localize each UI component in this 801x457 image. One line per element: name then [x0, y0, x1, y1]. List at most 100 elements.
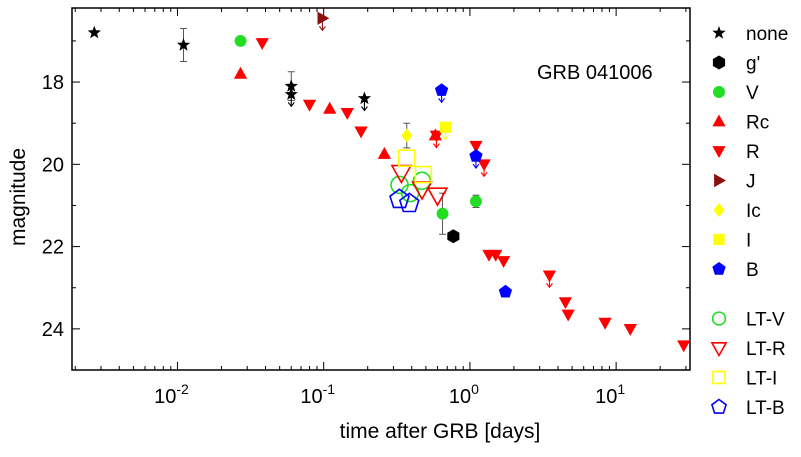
legend-label-lt-i: LT-I	[746, 369, 777, 390]
legend-marker-none	[712, 26, 726, 39]
data-point-lt-i	[414, 165, 433, 184]
legend-entry-r: R	[712, 142, 760, 163]
data-point-r	[354, 126, 368, 139]
data-point-g	[447, 229, 460, 244]
legend-label-g: g'	[746, 54, 760, 75]
data-point-r	[598, 317, 612, 330]
legend-entry-rc: Rc	[712, 113, 769, 134]
data-point-v	[470, 195, 482, 208]
legend-entry-lt-b: LT-B	[710, 398, 785, 419]
legend-label-j: J	[746, 172, 756, 193]
legend-label-v: V	[746, 83, 759, 104]
data-point-r	[429, 130, 444, 143]
legend-label-lt-v: LT-V	[746, 310, 785, 331]
data-point-lt-i	[397, 149, 416, 167]
upper-limit-arrowhead	[287, 102, 295, 108]
data-point-r	[497, 256, 511, 268]
data-point-ic	[401, 128, 413, 143]
data-point-v	[436, 207, 449, 220]
legend-marker-ic	[713, 203, 725, 217]
data-point-lt-v	[412, 171, 432, 191]
upper-limit-arrowhead	[438, 97, 446, 104]
legend-label-lt-b: LT-B	[746, 398, 785, 419]
data-point-lt-r	[390, 164, 413, 185]
data-point-b	[498, 284, 513, 298]
upper-limit-arrowhead	[472, 163, 480, 170]
data-point-v	[234, 34, 247, 47]
data-point-lt-r	[426, 187, 449, 207]
upper-limit-arrowhead	[441, 134, 449, 141]
data-point-r	[302, 99, 317, 112]
chart-title: GRB 041006	[537, 62, 653, 84]
data-point-r	[340, 108, 354, 120]
y-axis-label: magnitude	[7, 148, 30, 246]
legend-marker-rc	[712, 114, 726, 127]
upper-limit-arrowhead	[432, 143, 440, 149]
legend-entry-j: J	[714, 172, 756, 193]
data-point-r	[623, 324, 637, 336]
x-axis-label: time after GRB [days]	[340, 420, 541, 443]
legend-label-none: none	[746, 24, 788, 45]
data-point-r	[558, 297, 573, 310]
legend-entry-g: g'	[712, 54, 760, 75]
legend-marker-v	[713, 86, 725, 98]
legend: none g' V Rc RJ Ic IB LT-V LT-R LT-I LT-B	[710, 24, 788, 419]
legend-entry-lt-i: LT-I	[712, 369, 777, 390]
legend-marker-lt-v	[711, 311, 727, 326]
legend-label-r: R	[746, 142, 760, 163]
legend-marker-j	[714, 173, 726, 188]
legend-entry-none: none	[712, 24, 788, 45]
data-point-b	[434, 83, 449, 96]
legend-marker-i	[713, 233, 725, 246]
legend-marker-lt-r	[710, 341, 728, 358]
legend-entry-b: B	[712, 260, 759, 281]
legend-entry-lt-v: LT-V	[711, 310, 785, 331]
legend-entry-ic: Ic	[713, 201, 761, 222]
upper-limit-arrowhead	[480, 171, 488, 178]
data-point-r	[469, 140, 483, 153]
upper-limit-arrowhead	[546, 283, 553, 289]
data-point-lt-b	[389, 188, 410, 209]
legend-label-lt-r: LT-R	[746, 339, 786, 360]
x-tick-label: 10-1	[300, 381, 335, 408]
legend-marker-b	[712, 262, 726, 275]
data-point-none	[87, 25, 101, 39]
legend-marker-g	[712, 55, 726, 70]
legend-marker-lt-i	[712, 370, 726, 385]
x-tick-label: 10-2	[154, 381, 189, 408]
data-point-b	[469, 149, 483, 162]
y-tick-label: 20	[42, 154, 64, 176]
data-point-r	[477, 159, 491, 172]
legend-label-b: B	[746, 260, 759, 281]
upper-limit-arrowhead	[318, 25, 326, 32]
data-point-lt-b	[398, 192, 420, 213]
data-point-r	[561, 309, 575, 322]
data-point-i	[439, 121, 452, 133]
plot-area: 10-2 10-1 100 101 18 20 22 24	[42, 7, 691, 408]
x-tick-label: 100	[449, 381, 479, 408]
legend-label-ic: Ic	[746, 201, 761, 222]
upper-limit-arrowhead	[361, 106, 368, 112]
y-tick-label: 22	[42, 237, 64, 259]
data-point-none	[357, 91, 372, 105]
data-point-r	[255, 38, 269, 50]
data-point-r	[489, 249, 503, 262]
data-point-rc	[377, 147, 391, 159]
data-point-j	[317, 11, 330, 25]
legend-entry-lt-r: LT-R	[710, 339, 786, 360]
legend-entry-v: V	[713, 83, 759, 104]
y-tick-label: 24	[42, 319, 64, 341]
data-point-rc	[233, 66, 248, 79]
data-point-r	[677, 340, 691, 353]
data-point-none	[284, 87, 298, 100]
legend-entry-i: I	[713, 231, 751, 252]
data-point-none	[284, 79, 298, 92]
legend-marker-lt-b	[710, 398, 728, 414]
plot-frame	[71, 7, 691, 371]
data-point-none	[176, 38, 191, 51]
legend-marker-r	[712, 146, 726, 158]
data-point-r	[542, 270, 557, 283]
y-tick-label: 18	[42, 72, 64, 94]
legend-label-rc: Rc	[746, 113, 769, 134]
